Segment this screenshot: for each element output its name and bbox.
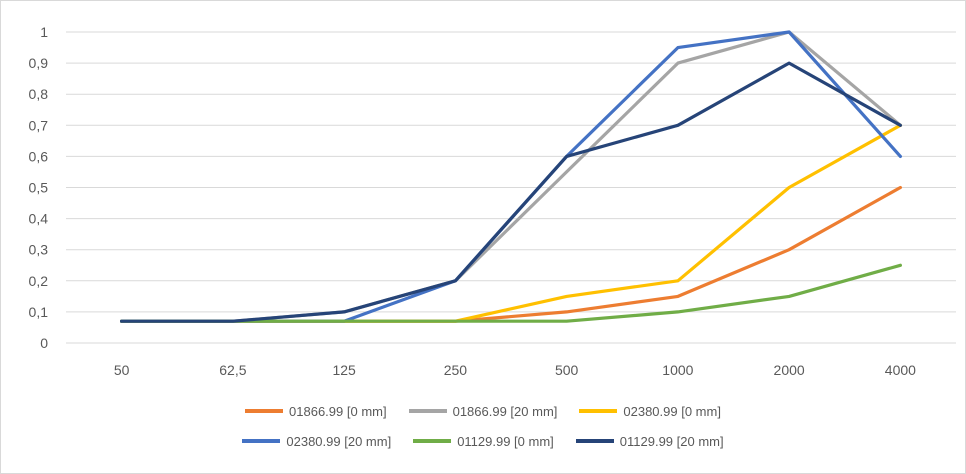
series-line-3 <box>119 123 903 323</box>
legend-swatch <box>413 439 452 443</box>
series-lines <box>119 30 903 323</box>
y-tick-label: 1 <box>40 24 48 40</box>
y-tick-label: 0,8 <box>29 86 49 102</box>
y-tick-label: 0,3 <box>29 242 49 258</box>
y-tick-label: 0 <box>40 335 48 351</box>
series-line-1 <box>119 185 903 323</box>
legend-label: 01129.99 [0 mm] <box>457 433 554 449</box>
x-tick-label: 62,5 <box>219 362 246 378</box>
y-tick-label: 0,1 <box>29 304 49 320</box>
x-tick-label: 4000 <box>885 362 916 378</box>
x-tick-label: 50 <box>114 362 130 378</box>
x-axis-ticks: 50 62,5 125 250 500 1000 2000 4000 <box>114 362 916 378</box>
line-chart: 0 0,1 0,2 0,3 0,4 0,5 0,6 0,7 0,8 0,9 1 50 62,5 125 2… <box>29 24 956 378</box>
y-tick-label: 0,5 <box>29 180 49 196</box>
x-tick-label: 250 <box>444 362 468 378</box>
legend-row: 01866.99 [0 mm] 01866.99 [20 mm] 02380.99 … <box>0 396 966 426</box>
legend-swatch <box>242 439 281 443</box>
y-axis-ticks: 0 0,1 0,2 0,3 0,4 0,5 0,6 0,7 0,8 0,9 1 <box>29 24 49 351</box>
legend-item: 01866.99 [20 mm] <box>408 403 558 419</box>
legend-swatch <box>575 439 614 443</box>
series-line-2 <box>119 30 903 323</box>
legend-label: 01866.99 [0 mm] <box>289 403 387 419</box>
legend-item: 01866.99 [0 mm] <box>245 404 387 419</box>
legend-item: 01129.99 [20 mm] <box>575 433 724 449</box>
grid-lines <box>66 31 956 344</box>
legend-swatch <box>579 409 618 413</box>
legend-item: 02380.99 [0 mm] <box>579 404 721 419</box>
legend-label: 02380.99 [0 mm] <box>623 403 721 419</box>
series-line-4 <box>119 30 903 323</box>
y-tick-label: 0,2 <box>29 273 49 289</box>
legend-item: 02380.99 [20 mm] <box>242 434 391 449</box>
x-tick-label: 2000 <box>774 362 805 378</box>
legend: 01866.99 [0 mm] 01866.99 [20 mm] 02380.99 … <box>0 396 966 456</box>
legend-item: 01129.99 [0 mm] <box>413 434 554 449</box>
legend-swatch <box>408 409 447 413</box>
x-tick-label: 125 <box>332 362 356 378</box>
x-tick-label: 500 <box>555 362 579 378</box>
legend-swatch <box>245 409 284 413</box>
y-tick-label: 0,6 <box>29 148 49 164</box>
series-line-5 <box>119 263 903 323</box>
y-tick-label: 0,9 <box>29 55 49 71</box>
legend-row: 02380.99 [20 mm] 01129.99 [0 mm] 01129.99 … <box>0 426 966 456</box>
legend-label: 02380.99 [20 mm] <box>286 433 392 449</box>
y-tick-label: 0,4 <box>29 211 49 227</box>
x-tick-label: 1000 <box>662 362 693 378</box>
legend-label: 01129.99 [20 mm] <box>619 433 724 449</box>
series-line-6 <box>119 61 903 323</box>
legend-label: 01866.99 [20 mm] <box>452 403 558 419</box>
y-tick-label: 0,7 <box>29 117 49 133</box>
